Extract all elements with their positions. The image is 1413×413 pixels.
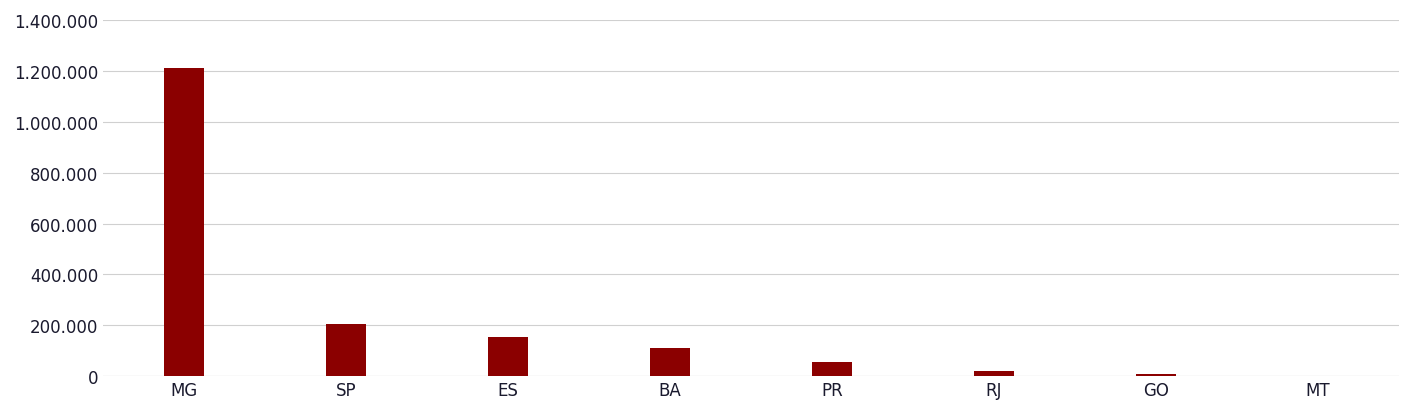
Bar (974, 371, 1015, 376)
Bar (812, 362, 852, 376)
Bar (326, 324, 366, 376)
Bar (487, 337, 528, 376)
Bar (1136, 374, 1177, 376)
Bar (650, 349, 691, 376)
Bar (164, 69, 205, 376)
